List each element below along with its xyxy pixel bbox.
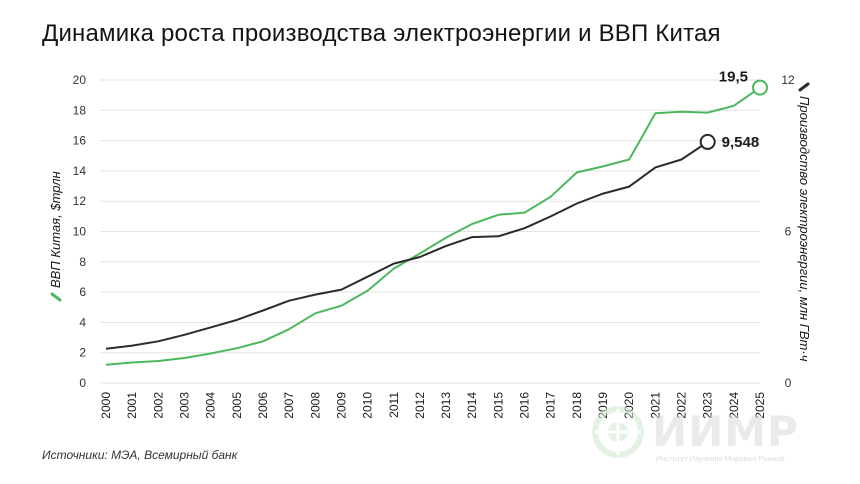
x-tick-label: 2018: [570, 392, 584, 419]
gdp-end-marker: [752, 79, 768, 96]
power-end-label: 9,548: [722, 134, 760, 151]
left-tick-label: 16: [73, 134, 87, 148]
x-tick-label: 2005: [230, 392, 244, 419]
left-axis-title: ВВП Китая, $трлн: [48, 171, 63, 288]
left-tick-label: 14: [73, 164, 87, 178]
gdp-series-line: [105, 86, 761, 366]
left-tick-label: 6: [79, 285, 86, 299]
x-tick-label: 2007: [282, 392, 296, 419]
x-tick-label: 2021: [648, 392, 662, 419]
left-tick-label: 12: [73, 194, 87, 208]
right-tick-label: 6: [785, 225, 792, 239]
power-end-marker: [699, 133, 716, 150]
x-axis-ticks: 2000 2001 2002 2003 2004 2005 2006 2007 2008 2009…: [99, 392, 767, 419]
series-end-labels: 19,5 9,548: [719, 69, 759, 151]
left-tick-label: 0: [79, 376, 86, 390]
left-tick-label: 2: [79, 346, 86, 360]
x-tick-label: 2025: [753, 392, 767, 419]
x-tick-label: 2023: [701, 392, 715, 419]
source-note: Источники: МЭА, Всемирный банк: [42, 448, 238, 462]
x-tick-label: 2024: [727, 392, 741, 419]
x-tick-label: 2010: [361, 392, 375, 419]
x-tick-label: 2013: [439, 392, 453, 419]
x-tick-label: 2016: [518, 392, 532, 419]
power-series-line: [105, 141, 709, 350]
x-tick-label: 2009: [334, 392, 348, 419]
right-axis-ticks: 0 6 12: [781, 73, 795, 390]
left-tick-label: 20: [73, 73, 87, 87]
gdp-end-label: 19,5: [719, 69, 748, 86]
watermark-brand: ИИМР: [652, 407, 799, 456]
x-tick-label: 2017: [544, 392, 558, 419]
power-legend-stroke-icon: [798, 82, 810, 92]
right-tick-label: 12: [781, 73, 795, 87]
series-lines: [105, 86, 761, 366]
watermark-subtitle: Институт Изучения Мировых Рынков: [656, 454, 785, 463]
watermark-globe-icon: [592, 406, 644, 458]
x-tick-label: 2022: [675, 392, 689, 419]
chart-title: Динамика роста производства электроэнерг…: [42, 20, 721, 47]
watermark-logo: ИИМР Институт Изучения Мировых Рынков: [592, 406, 799, 463]
gdp-legend-stroke-icon: [50, 292, 62, 302]
x-tick-label: 2001: [125, 392, 139, 419]
left-tick-label: 8: [79, 255, 86, 269]
x-tick-label: 2003: [177, 392, 191, 419]
left-tick-label: 4: [79, 315, 86, 329]
series-end-markers: [699, 79, 768, 150]
x-tick-label: 2015: [491, 392, 505, 419]
x-tick-label: 2008: [308, 392, 322, 419]
left-tick-label: 18: [73, 103, 87, 117]
x-tick-label: 2002: [151, 392, 165, 419]
right-axis-title-group: Производство электроэнергии, млн ГВт·ч: [797, 82, 812, 362]
left-axis-title-group: ВВП Китая, $трлн: [48, 171, 63, 302]
x-tick-label: 2011: [387, 392, 401, 418]
right-axis-title: Производство электроэнергии, млн ГВт·ч: [797, 96, 812, 362]
x-tick-label: 2012: [413, 392, 427, 419]
right-tick-label: 0: [785, 376, 792, 390]
x-tick-label: 2014: [465, 392, 479, 419]
left-tick-label: 10: [73, 225, 87, 239]
x-tick-label: 2006: [256, 392, 270, 419]
left-axis-ticks: 0 2 4 6 8 10 12 14 16 18 20: [73, 73, 87, 390]
gridlines: [100, 79, 760, 384]
x-tick-label: 2004: [204, 392, 218, 419]
x-tick-label: 2000: [99, 392, 113, 419]
